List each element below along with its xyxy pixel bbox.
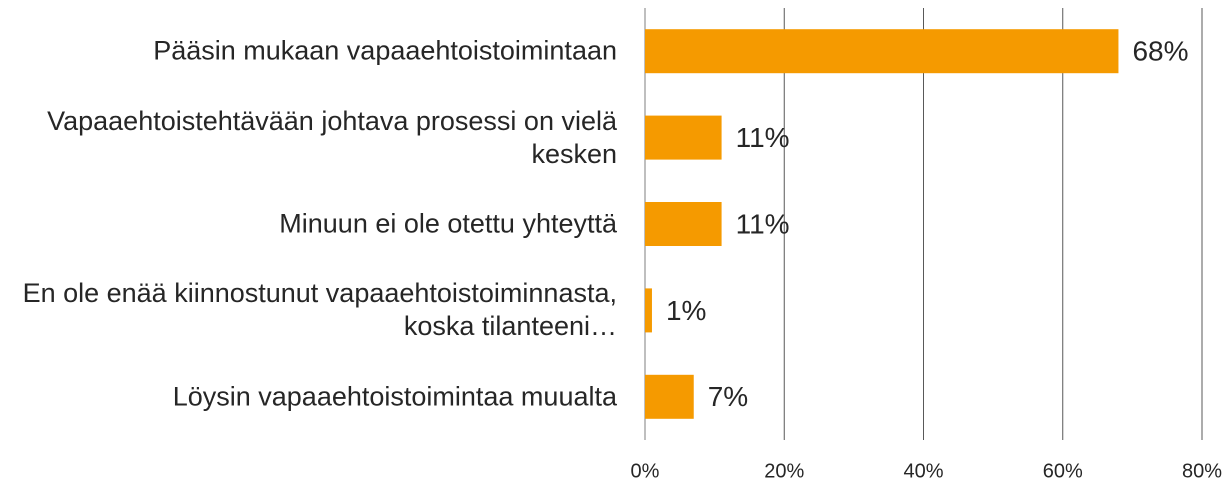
category-label: Vapaaehtoistehtävään johtava prosessi on…	[47, 105, 617, 169]
value-label: 1%	[666, 295, 706, 326]
x-tick-label: 80%	[1182, 460, 1222, 482]
x-tick-label: 60%	[1043, 460, 1083, 482]
value-label: 7%	[708, 381, 748, 412]
x-tick-label: 0%	[631, 460, 660, 482]
value-label: 11%	[736, 122, 790, 153]
value-label: 68%	[1132, 36, 1188, 67]
bar	[645, 115, 722, 160]
bar	[645, 288, 652, 333]
bar	[645, 202, 722, 246]
category-label: Minuun ei ole otettu yhteyttä	[279, 208, 617, 239]
x-tick-label: 40%	[903, 460, 943, 482]
category-label: Pääsin mukaan vapaaehtoistoimintaan	[153, 35, 617, 66]
bar	[645, 374, 694, 419]
category-label: Löysin vapaaehtoistoimintaa muualta	[172, 381, 617, 412]
value-label: 11%	[736, 208, 790, 239]
category-label: En ole enää kiinnostunut vapaaehtoistoim…	[22, 278, 617, 342]
x-tick-label: 20%	[764, 460, 804, 482]
bar	[645, 29, 1119, 74]
